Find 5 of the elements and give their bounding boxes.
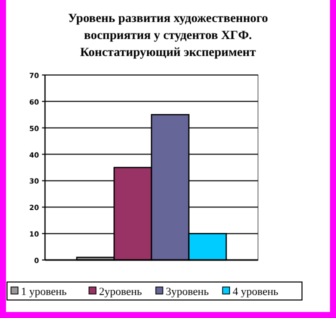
legend-label: 2уровень <box>99 286 142 298</box>
legend-label: 1 уровень <box>21 286 67 298</box>
legend-label: 3уровень <box>166 286 209 298</box>
chart-title: Уровень развития художественного восприятия у студентов ХГФ. Констатирующий эксперимент <box>68 11 268 59</box>
legend-label: 4 уровень <box>232 286 278 298</box>
